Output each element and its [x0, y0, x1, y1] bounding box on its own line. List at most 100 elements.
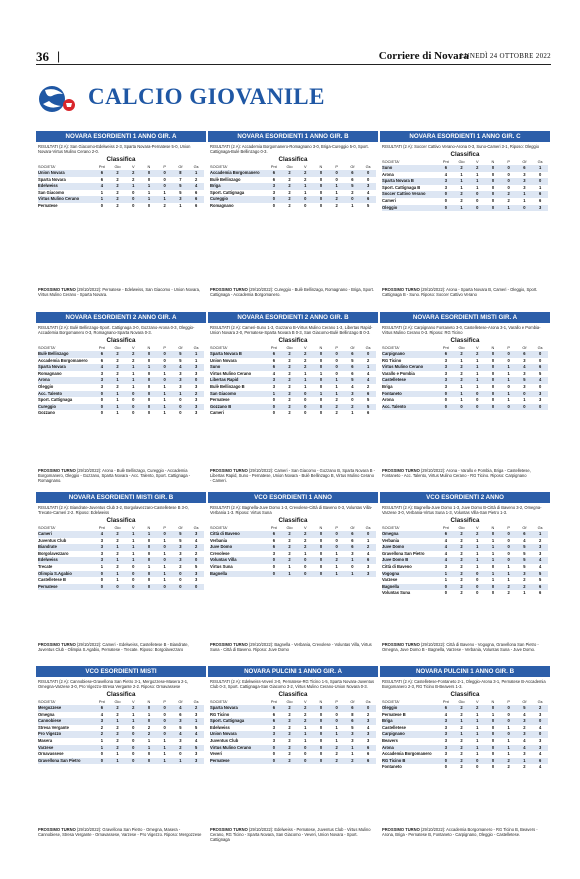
- stat-cell: 5: [366, 202, 370, 208]
- stat-cell: 1: [469, 744, 486, 752]
- team-name: Castelletese B: [38, 577, 66, 583]
- stat-cell: 0: [485, 403, 501, 411]
- table-row: Fontaneto 0 1 0 0 1 0 3: [382, 390, 548, 398]
- table-row: Libertas Rapid 3 2 1 0 1 5 4: [210, 377, 376, 384]
- next-round: PROSSIMO TURNO (29/10/2022): Arona - Spa…: [382, 287, 548, 297]
- team-name: Gravellona San Pietro: [38, 757, 94, 765]
- stat-cell: 1: [507, 751, 510, 757]
- stat-cell: 0: [491, 397, 495, 403]
- table-row: Omegna 6 2 2 0 0 6 1: [382, 531, 548, 538]
- stat-cell: 1: [304, 383, 307, 389]
- stat-cell: 1: [485, 557, 501, 564]
- column-header: P: [335, 345, 338, 350]
- stat-cell: 1: [109, 718, 126, 725]
- team-name: Castelletese: [382, 724, 406, 730]
- next-round-label: PROSSIMO TURNO: [382, 642, 420, 647]
- stat-cell: 6: [194, 189, 198, 195]
- stat-cell: 1: [304, 724, 307, 730]
- stat-cell: 2: [460, 537, 463, 543]
- column-header: Gf: [522, 525, 527, 530]
- stat-cell: 6: [344, 705, 361, 712]
- stat-cell: 1: [132, 383, 135, 389]
- stat-cell: 2: [453, 165, 470, 172]
- stat-cell: 0: [532, 351, 548, 358]
- team-name: Crevolese: [210, 550, 230, 556]
- column-header: SOCIETA': [382, 159, 400, 164]
- stat-cell: 2: [116, 357, 119, 363]
- stat-cell: 1: [500, 390, 517, 398]
- column-header: Pnt: [270, 525, 277, 530]
- stat-cell: 2: [281, 170, 298, 177]
- next-round-label: PROSSIMO TURNO: [210, 827, 248, 832]
- stat-cell: 2: [469, 351, 486, 358]
- stat-cell: 2: [288, 397, 291, 403]
- stat-cell: 4: [188, 183, 204, 190]
- stat-cell: 6: [344, 718, 361, 725]
- team-name: Virtus Mulino Cerano: [210, 370, 252, 376]
- standings-box: VCO ESORDIENTI 2 ANNO RISULTATI (2 A): Ba…: [380, 492, 550, 658]
- stat-cell: 0: [313, 183, 329, 190]
- classifica-title: Classifica: [450, 691, 480, 698]
- stat-cell: 1: [109, 390, 126, 398]
- stat-cell: 1: [538, 184, 542, 190]
- stat-cell: 6: [266, 705, 282, 712]
- stat-cell: 0: [319, 397, 323, 403]
- stat-cell: 1: [444, 577, 447, 583]
- stat-cell: 0: [507, 537, 510, 543]
- column-header: Pnt: [98, 164, 105, 169]
- team-name: Pernatese: [210, 757, 266, 765]
- team-name: Libertas Rapid: [210, 377, 266, 384]
- stat-cell: 1: [147, 563, 151, 569]
- stat-cell: 2: [453, 191, 470, 198]
- stat-cell: 3: [523, 184, 526, 190]
- stat-cell: 1: [297, 731, 314, 738]
- table-row: Sport. Cattignaga 0 1 0 0 1 0 3: [38, 397, 204, 404]
- stat-cell: 4: [100, 711, 103, 717]
- stat-cell: 3: [194, 410, 198, 416]
- group-title: NOVARA PULCINI 1 ANNO GIR. A: [208, 666, 378, 677]
- stat-cell: 0: [297, 757, 314, 765]
- stat-cell: 0: [351, 563, 354, 569]
- next-round-label: PROSSIMO TURNO: [210, 468, 248, 473]
- stat-cell: 5: [172, 183, 189, 190]
- stat-cell: 3: [438, 377, 454, 384]
- table-row: Bagnella 0 1 0 0 1 1 3: [210, 570, 376, 578]
- column-header: N: [319, 525, 323, 530]
- stat-cell: 2: [288, 737, 291, 743]
- table-row: Arona 3 2 1 0 1 4 3: [382, 744, 548, 752]
- stat-cell: 6: [266, 170, 282, 177]
- stat-cell: 1: [507, 737, 510, 743]
- column-header: Gs: [537, 699, 543, 704]
- stat-cell: 2: [523, 764, 526, 770]
- stat-cell: 1: [109, 757, 126, 765]
- stat-cell: 2: [335, 751, 338, 757]
- team-name: Bagnella: [210, 570, 266, 578]
- stat-cell: 0: [485, 531, 501, 538]
- stat-cell: 2: [335, 397, 338, 403]
- stat-cell: 2: [288, 410, 291, 416]
- table-row: Voluntas Suna 0 2 0 0 2 1 6: [382, 590, 548, 597]
- team-name: Virtus Mulino Cerano: [38, 196, 94, 203]
- stat-cell: 2: [147, 724, 151, 730]
- stat-cell: 0: [147, 410, 151, 416]
- stat-cell: 1: [163, 537, 166, 543]
- table-row: Union Novara 3 2 1 0 1 3 3: [210, 731, 376, 738]
- table-row: Arona 4 1 1 0 0 3 0: [382, 172, 548, 179]
- team-name: Union Novara: [210, 731, 266, 738]
- stat-cell: 0: [485, 178, 501, 185]
- team-name: Bulè Bellinzago: [38, 351, 94, 358]
- stat-cell: 3: [179, 383, 182, 389]
- stat-cell: 2: [516, 583, 533, 591]
- stat-cell: 1: [469, 718, 486, 725]
- team-name: San Giacomo: [38, 189, 65, 195]
- stat-cell: 1: [476, 370, 479, 376]
- stat-cell: 0: [272, 397, 275, 403]
- stat-cell: 1: [125, 531, 142, 538]
- standings-box: NOVARA ESORDIENTI 1 ANNO GIR. A RISULTATI…: [36, 131, 206, 303]
- stat-cell: 6: [266, 351, 282, 358]
- stat-cell: 0: [313, 170, 329, 177]
- issue-date: LUNEDÌ 24 OTTOBRE 2022: [459, 52, 551, 60]
- table-row: Oleggio 3 2 1 0 1 3 3: [38, 384, 204, 391]
- stat-cell: 1: [476, 184, 479, 190]
- table-row: Sport. Cattignaga 6 2 2 0 0 6 3: [210, 718, 376, 725]
